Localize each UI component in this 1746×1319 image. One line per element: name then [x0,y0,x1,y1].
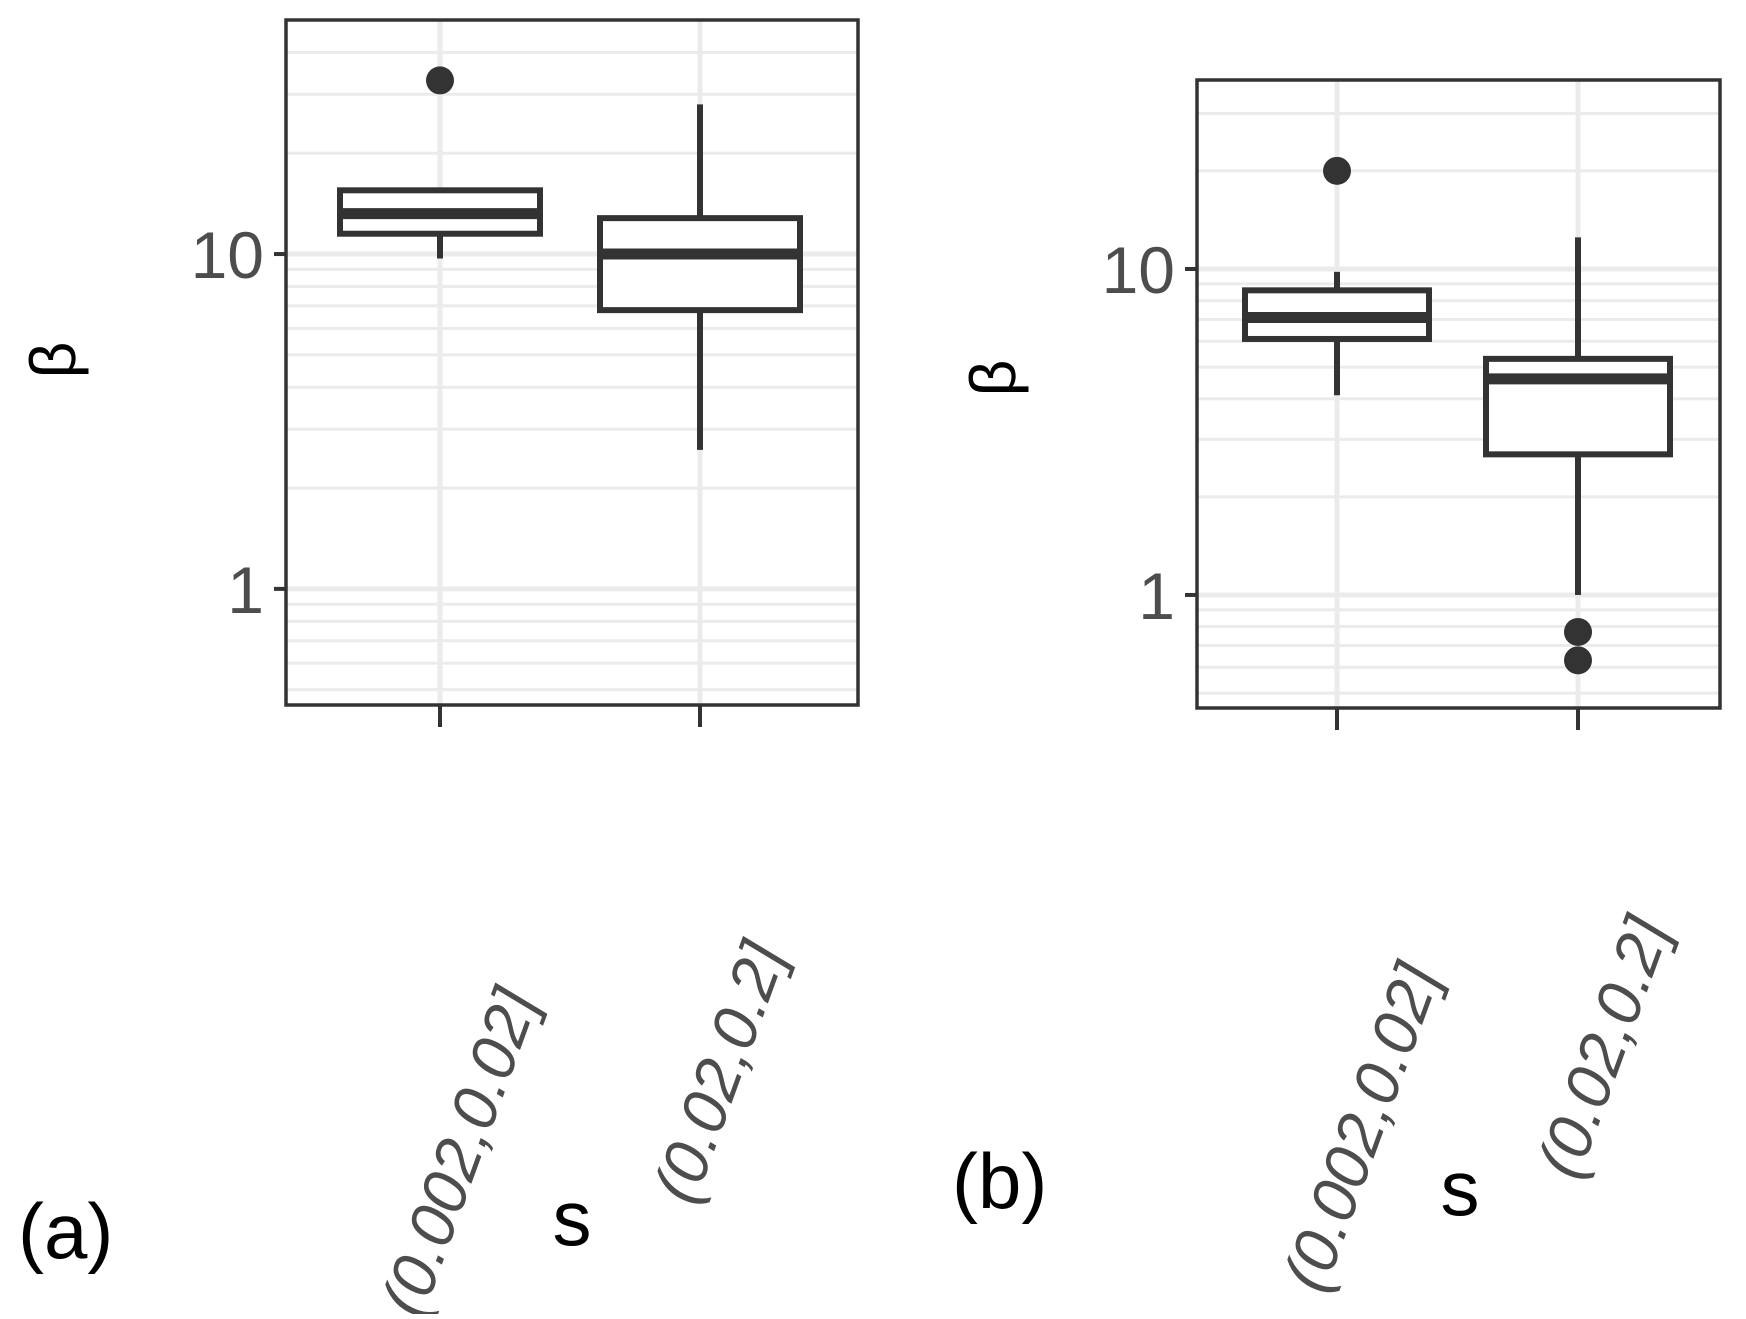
x-axis-label: s [553,1174,592,1262]
y-tick-label: 1 [1138,559,1175,633]
y-tick-label: 1 [227,553,264,627]
panel-label: (a) [18,1187,113,1275]
y-axis-label: β [17,342,89,379]
y-tick-label: 10 [191,218,264,292]
y-axis-label: β [957,360,1029,397]
y-tick-label: 10 [1102,233,1175,307]
outlier-point [1564,617,1592,646]
outlier-point [426,66,454,95]
panel-border [1195,78,1722,710]
outlier-point [1323,156,1351,185]
panel-label: (b) [952,1137,1047,1225]
box-iqr [1483,355,1673,458]
x-axis-label: s [1441,1144,1480,1232]
outlier-point [1564,646,1592,675]
box-iqr [597,215,803,314]
panel-border [284,18,860,707]
